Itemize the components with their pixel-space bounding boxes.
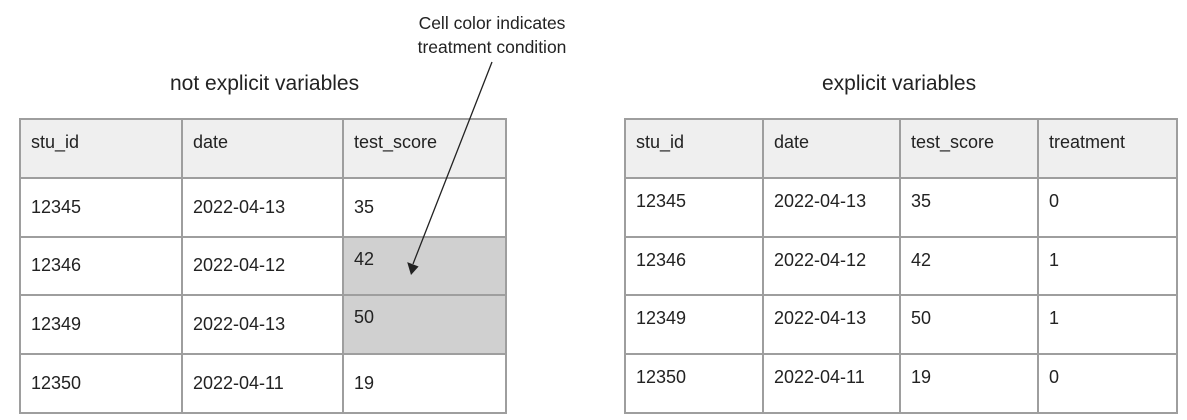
- left-cell: 2022-04-13: [181, 176, 344, 238]
- right-cell: 19: [899, 353, 1039, 414]
- treatment-annotation: Cell color indicates treatment condition: [404, 11, 580, 59]
- right-cell: 12349: [624, 294, 764, 356]
- right-cell: 12346: [624, 235, 764, 297]
- right-cell: 42: [899, 235, 1039, 297]
- right-header-cell: date: [762, 118, 901, 179]
- right-table-row: 12350 2022-04-11 19 0: [624, 353, 1178, 414]
- right-table-row: 12349 2022-04-13 50 1: [624, 294, 1178, 356]
- right-cell: 0: [1037, 176, 1178, 238]
- right-cell: 35: [899, 176, 1039, 238]
- left-cell: 35: [342, 176, 507, 238]
- right-cell: 2022-04-11: [762, 353, 901, 414]
- left-table-row: 12350 2022-04-11 19: [19, 353, 507, 414]
- left-table: stu_id date test_score 12345 2022-04-13 …: [19, 118, 507, 414]
- left-table-header-row: stu_id date test_score: [19, 118, 507, 179]
- left-table-row: 12349 2022-04-13 50: [19, 294, 507, 356]
- left-table-row: 12345 2022-04-13 35: [19, 176, 507, 238]
- right-table: stu_id date test_score treatment 12345 2…: [624, 118, 1178, 414]
- left-cell: 2022-04-13: [181, 294, 344, 356]
- left-cell: 2022-04-11: [181, 353, 344, 414]
- left-header-cell: date: [181, 118, 344, 179]
- left-header-cell: stu_id: [19, 118, 183, 179]
- left-header-cell: test_score: [342, 118, 507, 179]
- right-table-row: 12345 2022-04-13 35 0: [624, 176, 1178, 238]
- right-cell: 2022-04-13: [762, 176, 901, 238]
- left-cell: 2022-04-12: [181, 235, 344, 297]
- right-cell: 0: [1037, 353, 1178, 414]
- left-cell: 12345: [19, 176, 183, 238]
- annotation-line-2: treatment condition: [417, 37, 567, 57]
- left-cell: 12350: [19, 353, 183, 414]
- right-cell: 12350: [624, 353, 764, 414]
- left-cell-shaded: 42: [342, 235, 507, 297]
- right-header-cell: stu_id: [624, 118, 764, 179]
- right-cell: 50: [899, 294, 1039, 356]
- right-table-title: explicit variables: [822, 72, 977, 95]
- right-header-cell: test_score: [899, 118, 1039, 179]
- left-table-title: not explicit variables: [170, 72, 360, 95]
- left-cell: 12346: [19, 235, 183, 297]
- right-cell: 1: [1037, 235, 1178, 297]
- right-cell: 1: [1037, 294, 1178, 356]
- left-cell: 12349: [19, 294, 183, 356]
- right-cell: 12345: [624, 176, 764, 238]
- right-cell: 2022-04-12: [762, 235, 901, 297]
- left-cell-shaded: 50: [342, 294, 507, 356]
- left-cell: 19: [342, 353, 507, 414]
- annotation-line-1: Cell color indicates: [418, 13, 566, 33]
- right-cell: 2022-04-13: [762, 294, 901, 356]
- right-header-cell: treatment: [1037, 118, 1178, 179]
- left-table-row: 12346 2022-04-12 42: [19, 235, 507, 297]
- right-table-row: 12346 2022-04-12 42 1: [624, 235, 1178, 297]
- right-table-header-row: stu_id date test_score treatment: [624, 118, 1178, 179]
